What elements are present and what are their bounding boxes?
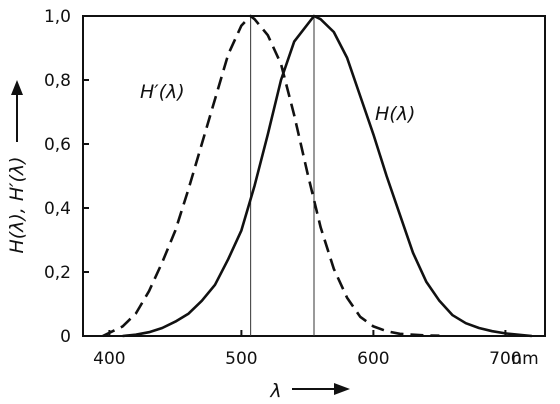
x-unit-label: nm — [511, 349, 538, 369]
y-axis-ticks: 0 0,2 0,4 0,6 0,8 1,0 — [44, 7, 89, 347]
series-line-dashed — [102, 14, 440, 338]
y-tick-label: 0,8 — [44, 71, 71, 91]
x-axis-arrowhead — [334, 383, 350, 395]
y-tick-label: 0,2 — [44, 263, 71, 283]
y-axis-arrowhead — [11, 80, 23, 95]
series-group — [102, 14, 532, 338]
y-tick-label: 0,6 — [44, 135, 71, 155]
x-tick-label: 500 — [225, 349, 257, 369]
y-tick-label: 0,4 — [44, 199, 71, 219]
y-tick-label: 0 — [60, 327, 71, 347]
y-axis-label: H(λ), H′(λ) — [6, 156, 28, 253]
series-label-dashed: H′(λ) — [140, 81, 185, 103]
x-tick-label: 600 — [357, 349, 389, 369]
x-tick-label: 700 — [489, 349, 521, 369]
x-axis-ticks: 400 500 600 700 — [93, 330, 522, 369]
series-label-solid: H(λ) — [375, 103, 415, 125]
y-tick-label: 1,0 — [44, 7, 71, 27]
reference-lines — [250, 16, 315, 336]
x-axis-label: λ — [269, 380, 281, 402]
x-tick-label: 400 — [93, 349, 125, 369]
series-line-solid — [122, 14, 532, 338]
